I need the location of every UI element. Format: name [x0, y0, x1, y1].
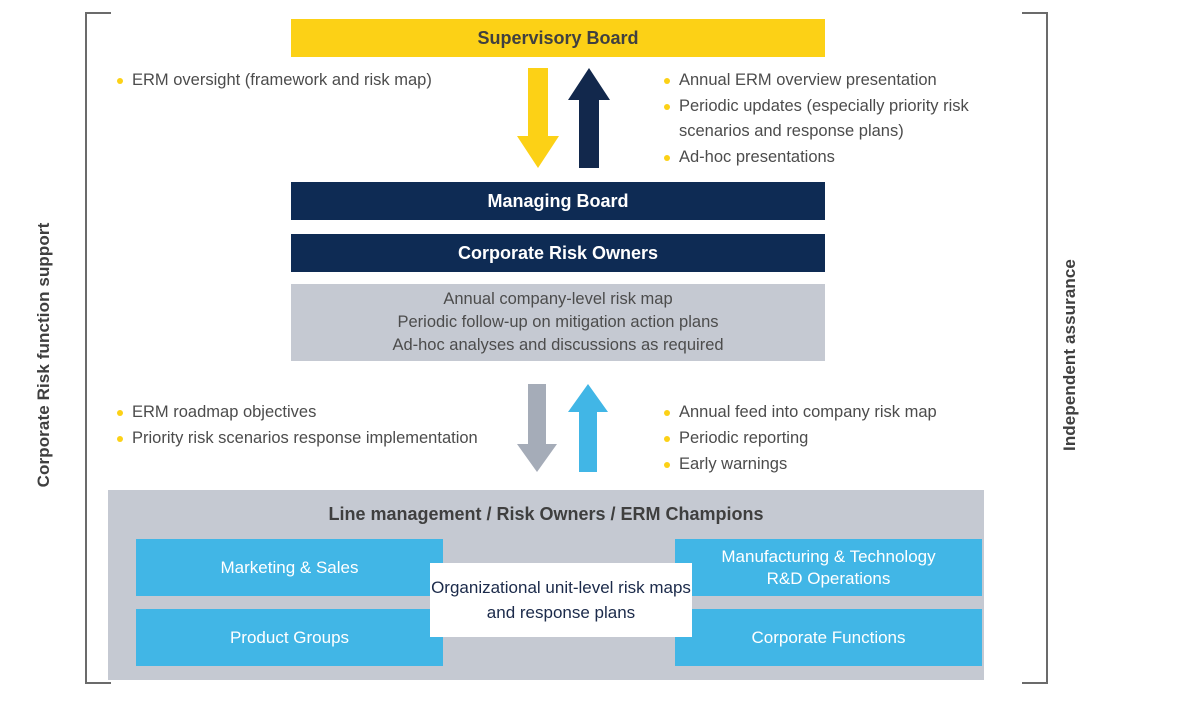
- detail-line: Annual company-level risk map: [443, 290, 673, 308]
- up-arrow-blue-icon: [568, 384, 608, 472]
- list-item: Priority risk scenarios response impleme…: [116, 426, 516, 451]
- right-side-label: Independent assurance: [1060, 259, 1079, 451]
- detail-line: Periodic follow-up on mitigation action …: [397, 313, 719, 331]
- unit-label-line2: R&D Operations: [766, 568, 891, 588]
- organizational-unit-callout: Organizational unit-level risk maps and …: [430, 563, 692, 637]
- unit-box-product-groups: Product Groups: [136, 609, 443, 666]
- management-detail-box: Annual company-level risk map Periodic f…: [291, 284, 825, 361]
- line-management-title: Line management / Risk Owners / ERM Cham…: [328, 504, 764, 524]
- list-item: ERM roadmap objectives: [116, 400, 516, 425]
- management-right-bullets: Annual feed into company risk map Period…: [663, 400, 1008, 478]
- left-side-label: Corporate Risk function support: [34, 222, 53, 488]
- corporate-risk-owners-box: Corporate Risk Owners: [291, 234, 825, 272]
- supervisory-right-bullets: Annual ERM overview presentation Periodi…: [663, 68, 1008, 171]
- list-item: ERM oversight (framework and risk map): [116, 68, 516, 93]
- list-item: Annual feed into company risk map: [663, 400, 1008, 425]
- unit-label-line1: Manufacturing & Technology: [721, 546, 936, 566]
- list-item: Annual ERM overview presentation: [663, 68, 1008, 93]
- right-bracket: [1022, 12, 1048, 684]
- up-arrow-navy-icon: [568, 68, 610, 168]
- unit-box-marketing-sales: Marketing & Sales: [136, 539, 443, 596]
- unit-box-corporate-functions: Corporate Functions: [675, 609, 982, 666]
- left-bracket: [85, 12, 111, 684]
- list-item: Early warnings: [663, 452, 1008, 477]
- list-item: Periodic updates (especially priority ri…: [663, 94, 1008, 144]
- down-arrow-yellow-icon: [517, 68, 559, 168]
- unit-box-manufacturing: Manufacturing & Technology R&D Operation…: [675, 539, 982, 596]
- list-item: Periodic reporting: [663, 426, 1008, 451]
- list-item: Ad-hoc presentations: [663, 145, 1008, 170]
- detail-line: Ad-hoc analyses and discussions as requi…: [392, 336, 724, 354]
- management-left-bullets: ERM roadmap objectives Priority risk sce…: [116, 400, 516, 452]
- down-arrow-gray-icon: [517, 384, 557, 472]
- supervisory-board-box: Supervisory Board: [291, 19, 825, 57]
- managing-board-box: Managing Board: [291, 182, 825, 220]
- supervisory-left-bullets: ERM oversight (framework and risk map): [116, 68, 516, 94]
